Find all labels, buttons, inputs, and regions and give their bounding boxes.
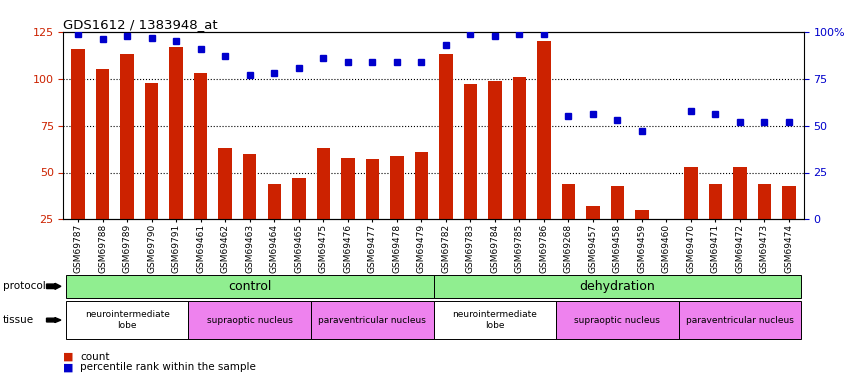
- Text: ■: ■: [63, 352, 74, 362]
- Text: neurointermediate
lobe: neurointermediate lobe: [453, 310, 537, 330]
- Bar: [218, 148, 232, 266]
- Text: supraoptic nucleus: supraoptic nucleus: [206, 316, 293, 324]
- Bar: [243, 154, 256, 266]
- Text: GDS1612 / 1383948_at: GDS1612 / 1383948_at: [63, 18, 218, 31]
- Bar: [733, 167, 747, 266]
- Text: neurointermediate
lobe: neurointermediate lobe: [85, 310, 169, 330]
- Bar: [488, 81, 502, 266]
- Bar: [415, 152, 428, 266]
- Bar: [464, 84, 477, 266]
- Bar: [71, 49, 85, 266]
- Bar: [684, 167, 698, 266]
- Bar: [390, 156, 404, 266]
- Bar: [194, 73, 207, 266]
- Bar: [758, 184, 772, 266]
- Bar: [292, 178, 305, 266]
- Text: tissue: tissue: [3, 315, 34, 325]
- Bar: [513, 77, 526, 266]
- Bar: [562, 184, 575, 266]
- Bar: [635, 210, 649, 266]
- Text: percentile rank within the sample: percentile rank within the sample: [80, 363, 256, 372]
- Text: count: count: [80, 352, 110, 362]
- Bar: [660, 219, 673, 266]
- Bar: [783, 186, 796, 266]
- Bar: [145, 82, 158, 266]
- Bar: [169, 47, 183, 266]
- Text: control: control: [228, 280, 272, 293]
- Bar: [709, 184, 722, 266]
- Bar: [586, 206, 600, 266]
- Bar: [537, 41, 551, 266]
- Bar: [341, 158, 354, 266]
- Bar: [120, 54, 134, 266]
- Text: paraventricular nucleus: paraventricular nucleus: [318, 316, 426, 324]
- Bar: [267, 184, 281, 266]
- Bar: [365, 159, 379, 266]
- Bar: [611, 186, 624, 266]
- Bar: [96, 69, 109, 266]
- Text: ■: ■: [63, 363, 74, 372]
- Bar: [439, 54, 453, 266]
- Bar: [316, 148, 330, 266]
- Text: protocol: protocol: [3, 281, 46, 291]
- Text: paraventricular nucleus: paraventricular nucleus: [686, 316, 794, 324]
- Text: dehydration: dehydration: [580, 280, 656, 293]
- Text: supraoptic nucleus: supraoptic nucleus: [574, 316, 661, 324]
